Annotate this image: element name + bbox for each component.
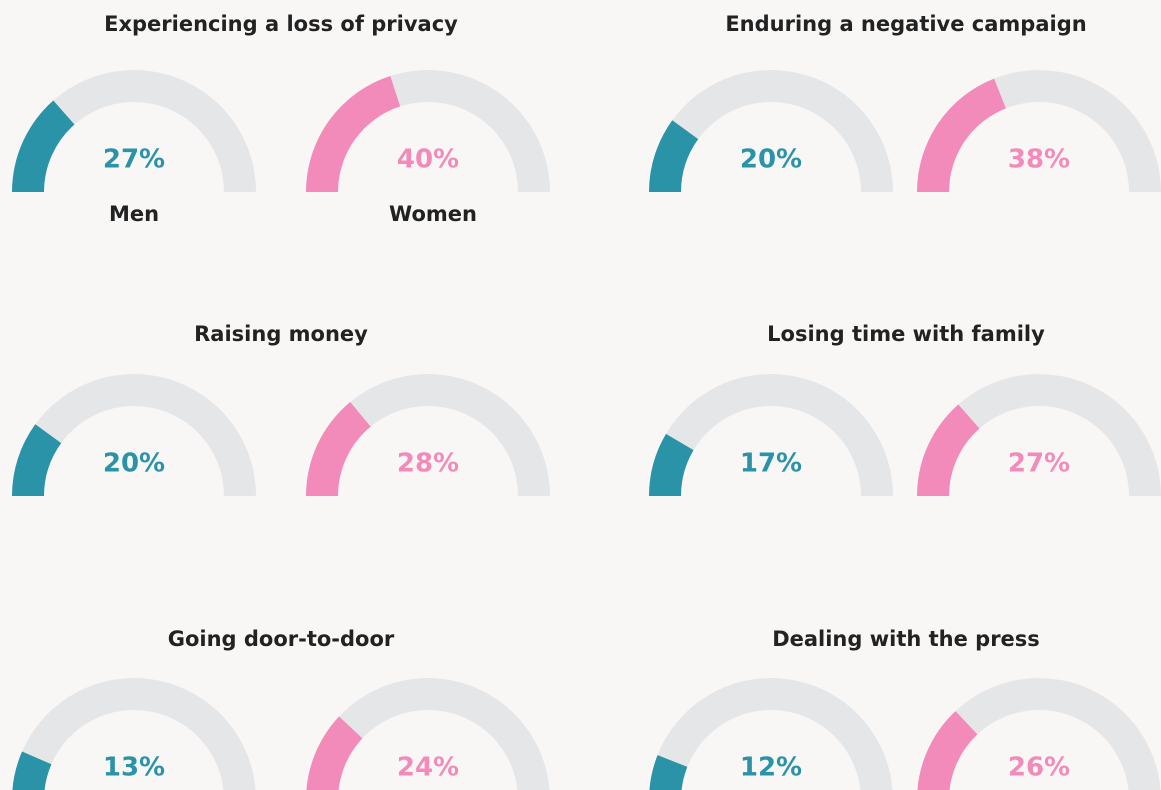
gauge-arc	[917, 711, 978, 790]
panel-title: Raising money	[194, 322, 368, 346]
value-label: 20%	[740, 145, 802, 175]
value-label: 27%	[103, 145, 165, 175]
gauge-track	[649, 70, 893, 192]
gauge-arc	[306, 75, 401, 192]
value-label: 12%	[740, 753, 802, 783]
gauge-track	[649, 374, 893, 496]
series-name: Men	[109, 202, 159, 226]
gauge-arc	[306, 401, 371, 496]
value-label: 17%	[740, 449, 802, 479]
gauge-arc	[306, 716, 363, 790]
gauge-track	[12, 374, 256, 496]
gauge-arc	[917, 404, 980, 496]
panel-title: Losing time with family	[767, 322, 1045, 346]
value-label: 13%	[103, 753, 165, 783]
panel-title: Enduring a negative campaign	[725, 12, 1086, 36]
gauge-arc	[649, 755, 688, 790]
value-label: 26%	[1008, 753, 1070, 783]
gauge-arc	[12, 100, 75, 192]
gauge-track	[306, 678, 550, 790]
value-label: 27%	[1008, 449, 1070, 479]
panel-title: Going door-to-door	[168, 627, 395, 651]
gauge-arc	[649, 120, 699, 192]
gauge-track	[917, 678, 1161, 790]
panel-title: Dealing with the press	[772, 627, 1040, 651]
gauge-arc	[12, 751, 52, 790]
gauge-arc	[12, 424, 62, 496]
gauge-track	[12, 678, 256, 790]
panel-title: Experiencing a loss of privacy	[104, 12, 458, 36]
value-label: 24%	[397, 753, 459, 783]
value-label: 40%	[397, 145, 459, 175]
gauge-track	[306, 374, 550, 496]
value-label: 38%	[1008, 145, 1070, 175]
series-name: Women	[389, 202, 477, 226]
gauge-arc	[917, 78, 1006, 192]
gauge-arc	[649, 433, 694, 496]
value-label: 28%	[397, 449, 459, 479]
gauge-track	[917, 374, 1161, 496]
gauge-track	[649, 678, 893, 790]
gauge-track	[12, 70, 256, 192]
value-label: 20%	[103, 449, 165, 479]
